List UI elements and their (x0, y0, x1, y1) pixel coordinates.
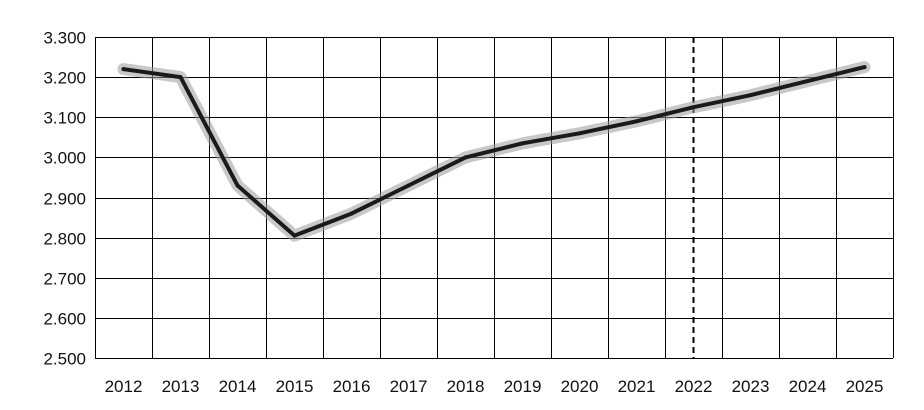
data-point (406, 183, 411, 188)
x-tick-label: 2017 (390, 377, 428, 396)
x-tick-label: 2021 (618, 377, 656, 396)
y-tick-label: 2.800 (43, 230, 86, 249)
data-point (748, 93, 753, 98)
x-tick-label: 2020 (561, 377, 599, 396)
x-tick-label: 2013 (162, 377, 200, 396)
y-tick-label: 2.900 (43, 190, 86, 209)
y-tick-label: 3.200 (43, 69, 86, 88)
data-point (178, 75, 183, 80)
series-line (121, 65, 867, 238)
x-tick-label: 2016 (333, 377, 371, 396)
y-tick-label: 3.000 (43, 149, 86, 168)
x-tick-label: 2015 (276, 377, 314, 396)
data-point (862, 65, 867, 70)
data-point (634, 119, 639, 124)
y-tick-label: 2.600 (43, 310, 86, 329)
x-tick-label: 2019 (504, 377, 542, 396)
x-tick-label: 2018 (447, 377, 485, 396)
data-point (463, 155, 468, 160)
data-point (235, 183, 240, 188)
y-tick-label: 3.300 (43, 29, 86, 48)
x-axis: 2012 2013 2014 2015 2016 2017 2018 2019 2020 2021… (105, 377, 884, 396)
x-tick-label: 2014 (219, 377, 257, 396)
data-point (691, 105, 696, 110)
y-tick-label: 2.500 (43, 350, 86, 369)
series-layer (117, 61, 871, 242)
x-tick-label: 2024 (789, 377, 827, 396)
x-tick-label: 2012 (105, 377, 143, 396)
x-tick-label: 2025 (846, 377, 884, 396)
data-point (292, 233, 297, 238)
data-point (121, 67, 126, 72)
y-axis: 2.500 2.600 2.700 2.800 2.900 3.000 3.100 3.200… (43, 29, 86, 369)
x-tick-label: 2022 (675, 377, 713, 396)
data-point (805, 79, 810, 84)
data-point (577, 131, 582, 136)
data-point (520, 141, 525, 146)
y-tick-label: 3.100 (43, 109, 86, 128)
y-tick-label: 2.700 (43, 270, 86, 289)
x-tick-label: 2023 (732, 377, 770, 396)
data-point (349, 211, 354, 216)
